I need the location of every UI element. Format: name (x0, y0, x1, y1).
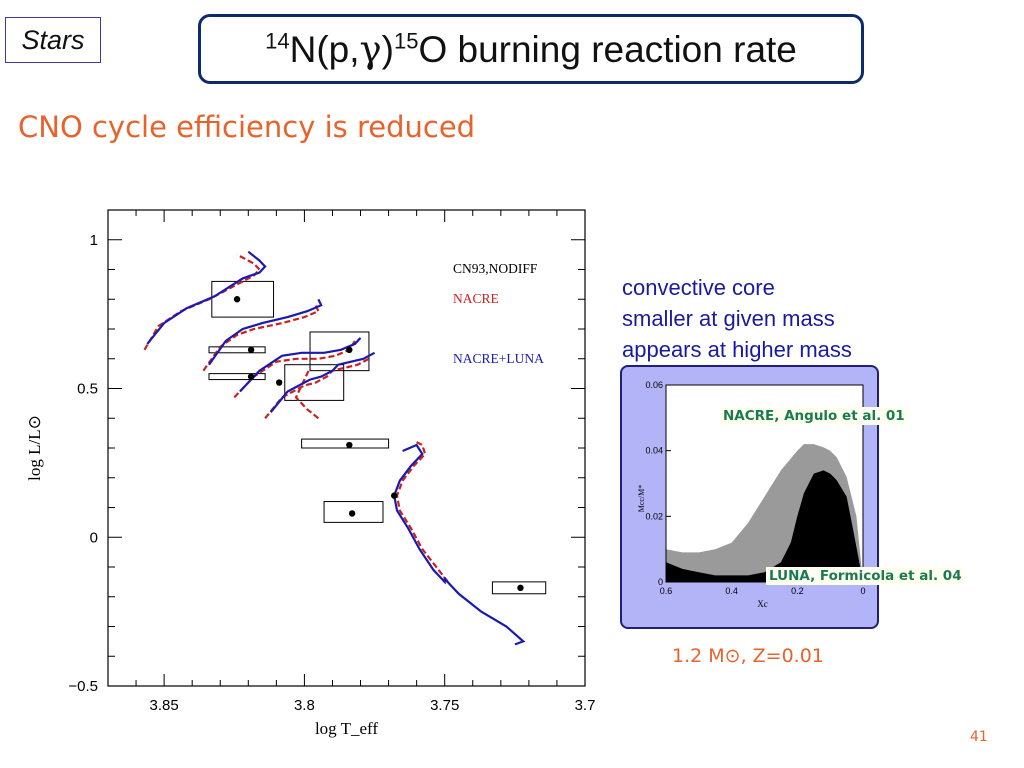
error-box (491, 581, 547, 595)
slide-title: 14N(p,γ)15O burning reaction rate (198, 14, 864, 84)
y-axis-label: log L/L⊙ (25, 415, 44, 481)
error-box (323, 501, 384, 523)
inset-x-tick-label: 0.6 (660, 586, 673, 596)
cluster-star (233, 296, 241, 303)
note-line-2: smaller at given mass (622, 306, 835, 331)
note-line-3: appears at higher mass (622, 337, 852, 362)
inset-frame-axes (665, 384, 864, 583)
legend-entry: CN93,NODIFF (453, 261, 538, 276)
inset-y-tick-label: 0 (658, 577, 663, 587)
y-tick-label: 0.5 (77, 381, 98, 398)
error-box (208, 373, 266, 381)
track-nacre-luna (239, 337, 362, 393)
subtitle: CNO cycle efficiency is reduced (18, 110, 476, 144)
cluster-star (517, 584, 524, 592)
y-tick-label: 1 (90, 232, 98, 249)
section-tag: Stars (5, 17, 101, 63)
x-tick-label: 3.8 (294, 697, 315, 714)
inset-y-tick-label: 0.02 (645, 511, 663, 521)
inset-x-tick-label: 0.4 (725, 586, 738, 596)
track-nacre (294, 367, 320, 420)
track-nacre (264, 357, 370, 419)
error-box (301, 438, 390, 449)
luna-formicola-label: LUNA, Formicola et al. 04 (766, 567, 965, 585)
model-parameters: 1.2 M⊙, Z=0.01 (672, 645, 824, 667)
convective-core-note: convective core smaller at given mass ap… (622, 272, 852, 365)
nacre-angulo-label: NACRE, Angulo et al. 01 (720, 407, 908, 425)
track-nacre (395, 441, 452, 586)
cluster-star (391, 492, 398, 499)
cluster-star (275, 379, 283, 386)
inset-y-tick-label: 0.04 (645, 446, 663, 456)
track-nacre-luna (269, 351, 376, 413)
track-nacre-luna (393, 443, 526, 646)
hr-diagram-chart: 3.85 3.8 3.75 3.7 1 0.5 0 −0.5 log T_eff log L/L⊙… (25, 209, 596, 738)
y-tick-label: −0.5 (68, 678, 98, 695)
y-tick-label: 0 (90, 529, 98, 546)
cluster-star (247, 373, 255, 380)
legend-entry: NACRE (453, 291, 499, 306)
track-nacre (202, 304, 320, 372)
inset-y-tick-label: 0.06 (645, 380, 663, 390)
page-number: 41 (970, 729, 988, 745)
x-tick-label: 3.75 (430, 697, 459, 714)
luna-core-area (666, 470, 863, 582)
error-box (309, 331, 370, 372)
error-box (211, 280, 275, 318)
x-tick-label: 3.7 (575, 697, 596, 714)
inset-x-tick-label: 0 (860, 586, 865, 596)
track-nacre-luna (208, 298, 323, 366)
x-axis-label: log T_eff (315, 719, 378, 738)
legend-entry: NACRE+LUNA (453, 351, 544, 366)
cluster-star (247, 346, 255, 354)
cluster-star (348, 510, 356, 517)
error-box (284, 364, 345, 401)
inset-x-tick-label: 0.2 (791, 586, 804, 596)
track-nacre-luna (146, 250, 267, 345)
x-tick-label: 3.85 (150, 697, 179, 714)
error-box (208, 346, 266, 354)
cluster-star (346, 441, 353, 449)
inset-y-axis-label: Mcc/M* (637, 485, 646, 513)
cluster-star (346, 346, 353, 354)
inset-x-axis-label: Xc (757, 599, 768, 609)
title-text: 14N(p,γ)15O burning reaction rate (265, 27, 797, 71)
note-line-1: convective core (622, 275, 775, 300)
